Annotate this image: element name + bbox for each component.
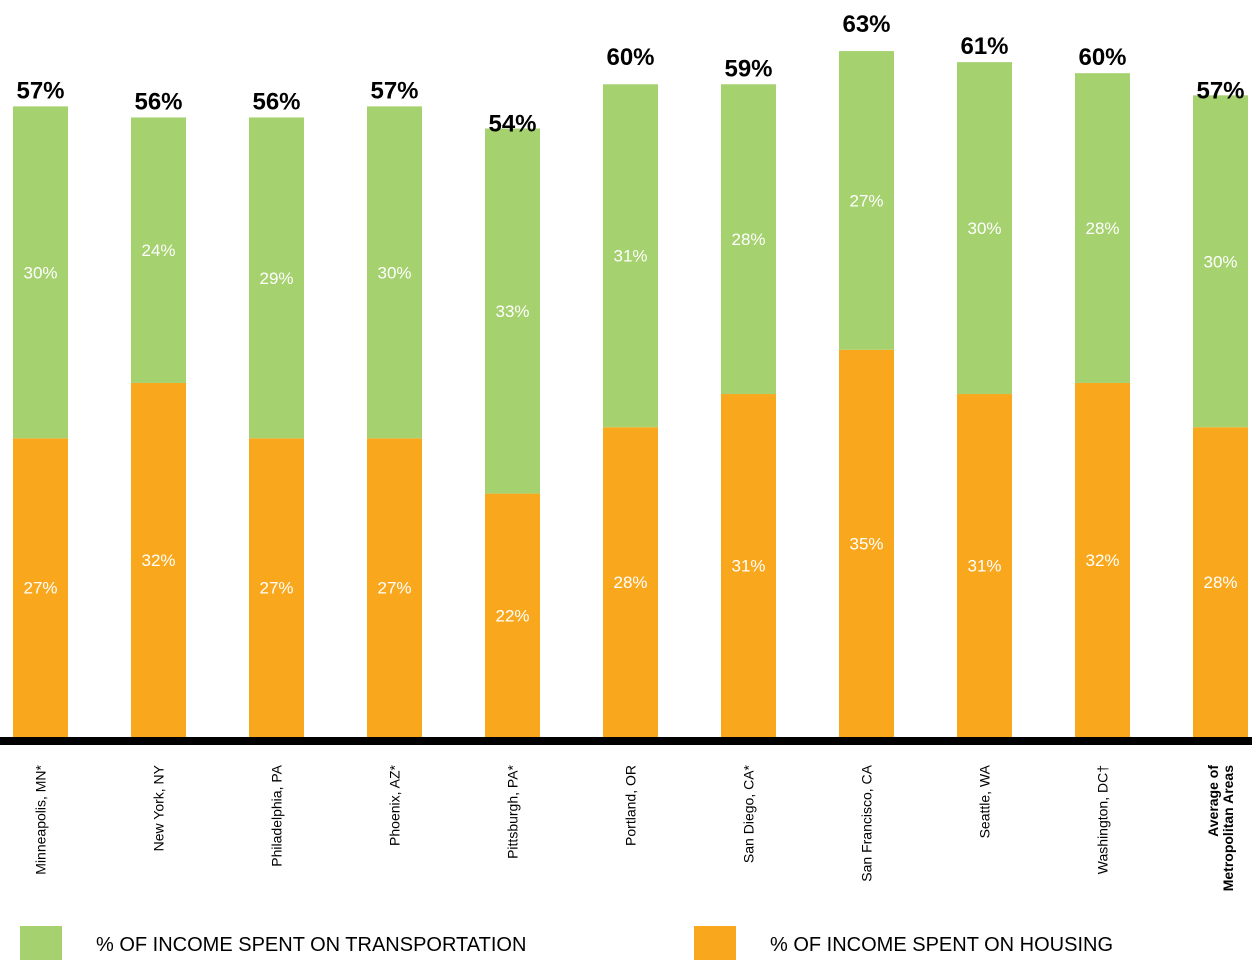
category-label-7: San Francisco, CA <box>859 764 875 881</box>
total-label-5: 60% <box>606 44 654 71</box>
legend-label-transportation: % OF INCOME SPENT ON TRANSPORTATION <box>96 934 527 956</box>
category-label-group-5: Portland, OR <box>623 765 639 846</box>
category-label-group-8: Seattle, WA <box>977 764 993 838</box>
segment-label-housing-2: 27% <box>259 579 293 598</box>
segment-label-transportation-9: 28% <box>1085 219 1119 238</box>
bar-housing-10 <box>1193 427 1248 737</box>
segment-label-transportation-5: 31% <box>613 247 647 266</box>
bar-transportation-9 <box>1075 73 1130 383</box>
category-label-group-3: Phoenix, AZ* <box>387 764 403 845</box>
legend-label-housing: % OF INCOME SPENT ON HOUSING <box>770 934 1113 956</box>
bar-transportation-2 <box>249 117 304 439</box>
bar-housing-6 <box>721 394 776 737</box>
bar-housing-8 <box>957 394 1012 737</box>
segment-label-transportation-6: 28% <box>731 230 765 249</box>
bar-transportation-10 <box>1193 95 1248 428</box>
total-label-9: 60% <box>1078 44 1126 71</box>
bar-housing-0 <box>13 438 68 737</box>
segment-label-housing-4: 22% <box>495 606 529 625</box>
bar-housing-5 <box>603 427 658 737</box>
category-label-4: Pittsburgh, PA* <box>505 764 521 858</box>
segment-label-housing-7: 35% <box>849 534 883 553</box>
category-label-group-7: San Francisco, CA <box>859 764 875 881</box>
total-label-1: 56% <box>134 88 182 115</box>
category-label-group-9: Washington, DC† <box>1095 765 1111 874</box>
bar-transportation-6 <box>721 84 776 395</box>
category-label-10-line-0: Average of <box>1205 765 1221 837</box>
legend-swatch-housing <box>694 926 736 960</box>
bar-housing-1 <box>131 382 186 737</box>
bar-housing-7 <box>839 349 894 737</box>
total-label-2: 56% <box>252 88 300 115</box>
bar-transportation-4 <box>485 128 540 494</box>
segment-label-transportation-8: 30% <box>967 219 1001 238</box>
total-label-7: 63% <box>842 11 890 38</box>
category-label-group-2: Philadelphia, PA <box>269 764 285 866</box>
bar-transportation-8 <box>957 62 1012 395</box>
category-label-1: New York, NY <box>151 764 167 851</box>
bar-transportation-7 <box>839 51 894 350</box>
category-labels-group: Minneapolis, MN* New York, NY Philadelphia… <box>33 764 1237 891</box>
category-label-group-6: San Diego, CA* <box>741 764 757 863</box>
total-label-10: 57% <box>1196 77 1244 104</box>
legend-item-housing: % OF INCOME SPENT ON HOUSING <box>694 926 1113 960</box>
category-label-2: Philadelphia, PA <box>269 764 285 866</box>
segment-label-transportation-2: 29% <box>259 269 293 288</box>
total-label-6: 59% <box>724 55 772 82</box>
bar-housing-9 <box>1075 382 1130 737</box>
segment-label-housing-8: 31% <box>967 557 1001 576</box>
total-label-4: 54% <box>488 111 536 138</box>
category-label-3: Phoenix, AZ* <box>387 764 403 845</box>
segment-label-transportation-0: 30% <box>23 263 57 282</box>
category-label-5: Portland, OR <box>623 765 639 846</box>
category-label-group-10: Average of Metropolitan Areas <box>1205 765 1236 892</box>
legend-item-transportation: % OF INCOME SPENT ON TRANSPORTATION <box>20 926 526 960</box>
segment-label-housing-3: 27% <box>377 579 411 598</box>
category-label-9: Washington, DC† <box>1095 765 1111 874</box>
segment-label-transportation-3: 30% <box>377 263 411 282</box>
legend-swatch-transportation <box>20 926 62 960</box>
segment-label-housing-10: 28% <box>1203 573 1237 592</box>
segment-label-transportation-4: 33% <box>495 302 529 321</box>
bar-transportation-0 <box>13 106 68 439</box>
segment-label-housing-5: 28% <box>613 573 647 592</box>
total-label-3: 57% <box>370 77 418 104</box>
segment-label-housing-1: 32% <box>141 551 175 570</box>
category-label-10-line-1: Metropolitan Areas <box>1220 765 1236 891</box>
total-labels-group: 57% 56% 56% 57% 54% 60% 59% 63% 61% 60% 57% <box>16 11 1244 138</box>
bar-transportation-5 <box>603 84 658 428</box>
category-label-group-1: New York, NY <box>151 764 167 851</box>
category-label-6: San Diego, CA* <box>741 764 757 863</box>
bar-housing-2 <box>249 438 304 737</box>
total-label-8: 61% <box>960 33 1008 60</box>
bar-housing-3 <box>367 438 422 737</box>
category-label-group-4: Pittsburgh, PA* <box>505 764 521 858</box>
segment-label-housing-6: 31% <box>731 557 765 576</box>
total-label-0: 57% <box>16 77 64 104</box>
segment-label-transportation-1: 24% <box>141 241 175 260</box>
category-label-8: Seattle, WA <box>977 764 993 838</box>
bar-transportation-1 <box>131 117 186 383</box>
category-label-group-0: Minneapolis, MN* <box>33 764 49 874</box>
segment-label-housing-9: 32% <box>1085 551 1119 570</box>
bar-housing-4 <box>485 493 540 737</box>
x-axis-baseline <box>0 737 1252 745</box>
segment-label-transportation-10: 30% <box>1203 252 1237 271</box>
segment-label-transportation-7: 27% <box>849 191 883 210</box>
segment-label-housing-0: 27% <box>23 579 57 598</box>
category-label-0: Minneapolis, MN* <box>33 764 49 874</box>
bar-transportation-3 <box>367 106 422 439</box>
segment-labels-group: 27% 30% 32% 24% 27% 29% 27% 30% 22% 33% 28% 31% 31% 2… <box>23 191 1237 625</box>
bars-group <box>13 51 1248 737</box>
